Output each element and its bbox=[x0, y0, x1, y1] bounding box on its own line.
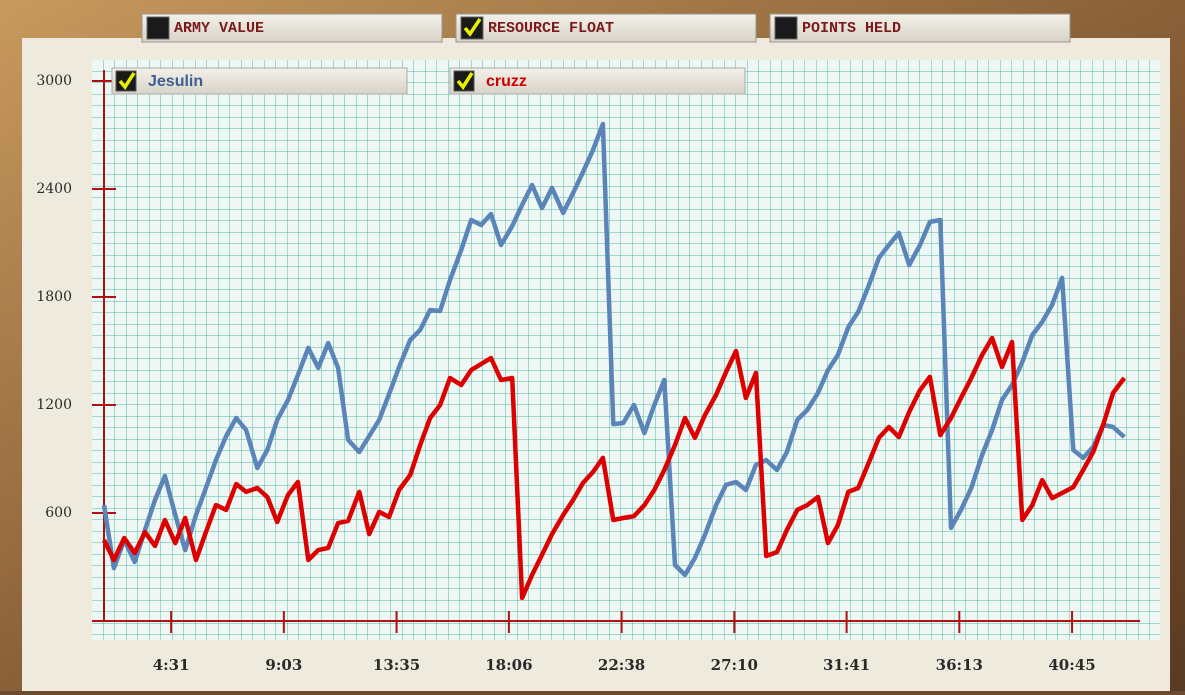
series-line bbox=[101, 335, 1127, 601]
checkmark bbox=[118, 72, 136, 90]
tab-button[interactable]: RESOURCE FLOAT bbox=[455, 13, 757, 43]
checkbox bbox=[146, 16, 170, 40]
y-tick-label: 1800 bbox=[36, 289, 72, 305]
x-tick-label: 22:38 bbox=[598, 656, 645, 674]
tab-bg bbox=[141, 13, 443, 43]
tab-bg bbox=[455, 13, 757, 43]
tab-button[interactable]: POINTS HELD bbox=[769, 13, 1071, 43]
checkbox bbox=[774, 16, 798, 40]
legend-item[interactable]: cruzz bbox=[449, 67, 746, 95]
tab-label: RESOURCE FLOAT bbox=[488, 20, 614, 37]
checkmark bbox=[463, 18, 482, 37]
y-tick-label: 2400 bbox=[36, 181, 72, 197]
checkmark bbox=[456, 72, 474, 90]
x-tick-label: 4:31 bbox=[153, 656, 190, 674]
x-tick-label: 36:13 bbox=[936, 656, 983, 674]
tab-label: ARMY VALUE bbox=[174, 20, 264, 37]
x-tick-label: 31:41 bbox=[823, 656, 870, 674]
legend-label: cruzz bbox=[486, 73, 527, 90]
tab-bg bbox=[769, 13, 1071, 43]
x-tick-label: 9:03 bbox=[265, 656, 302, 674]
tab-button[interactable]: ARMY VALUE bbox=[141, 13, 443, 43]
legend-bg bbox=[449, 67, 746, 95]
x-tick-label: 27:10 bbox=[711, 656, 758, 674]
y-tick-label: 3000 bbox=[36, 73, 72, 89]
legend-label: Jesulin bbox=[148, 73, 203, 90]
series-line bbox=[101, 121, 1126, 578]
x-tick-label: 13:35 bbox=[373, 656, 420, 674]
y-tick-label: 600 bbox=[45, 505, 72, 521]
y-tick-label: 1200 bbox=[36, 397, 72, 413]
tab-label: POINTS HELD bbox=[802, 20, 901, 37]
x-tick-label: 40:45 bbox=[1048, 656, 1095, 674]
legend-item[interactable]: Jesulin bbox=[111, 67, 408, 95]
grid bbox=[92, 60, 1160, 640]
x-tick-label: 18:06 bbox=[485, 656, 532, 674]
legend-bg bbox=[111, 67, 408, 95]
